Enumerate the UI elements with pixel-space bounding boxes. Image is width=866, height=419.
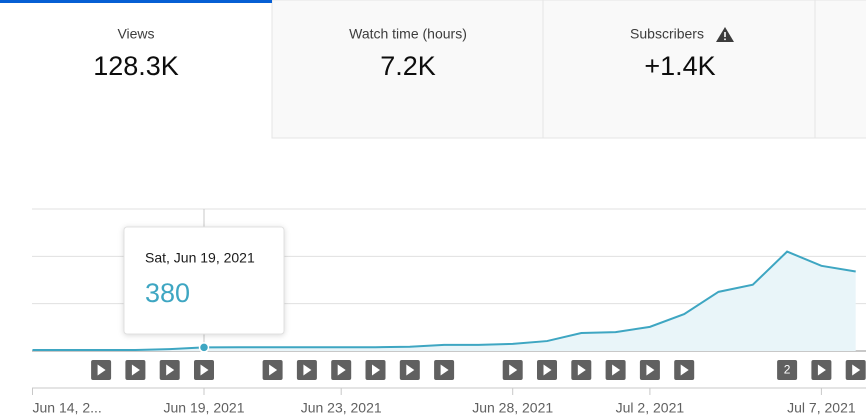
active-tab-indicator	[0, 0, 272, 3]
tab-bg[interactable]	[814, 0, 866, 139]
tab-value: 128.3K	[93, 51, 179, 81]
play-icon	[303, 364, 312, 376]
warning-mark	[724, 38, 726, 41]
warning-mark	[724, 32, 726, 37]
play-icon	[372, 364, 380, 376]
play-icon	[577, 364, 586, 376]
tooltip-value: 380	[145, 278, 190, 308]
x-tick-label: Jun 28, 2021	[472, 400, 553, 416]
tab-label[interactable]: Subscribers	[630, 26, 704, 42]
play-icon	[680, 364, 689, 376]
play-icon	[97, 364, 106, 376]
x-tick-label: Jul 7, 2021	[787, 400, 856, 416]
line	[32, 250, 856, 352]
play-icon	[852, 364, 861, 376]
play-icon	[543, 364, 552, 376]
play-icon	[612, 364, 621, 376]
area	[32, 251, 856, 351]
x-tick-label: Jun 23, 2021	[301, 400, 382, 416]
video-group-count: 2	[784, 363, 791, 377]
tab-value: 7.2K	[380, 51, 436, 81]
x-tick-label: Jun 14, 2...	[33, 400, 102, 416]
x-tick-label: Jul 2, 2021	[616, 400, 685, 416]
chart: 2 Jun 14, 2... Jun 19, 2021 Jun 23, 2021 Jun…	[32, 208, 866, 416]
tab-bg[interactable]	[271, 0, 544, 139]
play-icon	[269, 364, 278, 376]
play-icon	[200, 364, 209, 376]
play-icon	[646, 364, 655, 376]
play-icon	[440, 364, 449, 376]
tab-bg[interactable]	[542, 0, 816, 139]
tooltip-date: Sat, Jun 19, 2021	[145, 250, 255, 266]
tab-label[interactable]: Views	[117, 26, 154, 42]
play-icon	[509, 364, 518, 376]
play-icon	[817, 364, 826, 376]
tooltip	[123, 226, 285, 335]
tab-label[interactable]: Watch time (hours)	[349, 26, 467, 42]
video-marker[interactable]	[777, 360, 798, 380]
hover-point	[198, 342, 210, 353]
play-icon	[166, 364, 175, 376]
tab-value: +1.4K	[644, 51, 715, 81]
play-icon	[337, 364, 346, 376]
play-icon	[406, 364, 415, 376]
play-icon	[131, 364, 140, 376]
x-tick-label: Jun 19, 2021	[164, 400, 245, 416]
